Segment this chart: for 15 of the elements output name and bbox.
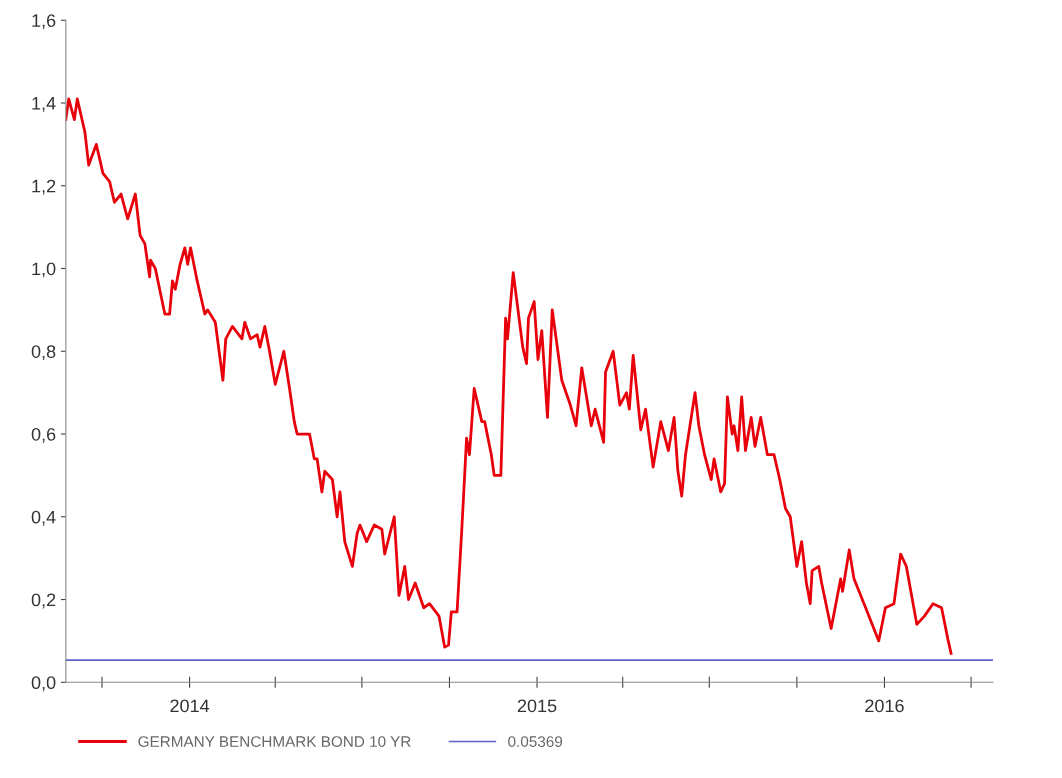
y-tick-label: 1,6	[32, 14, 56, 30]
y-tick-label: 0,2	[31, 593, 56, 609]
y-tick-label: 0,4	[31, 510, 56, 526]
legend-label: 0.05369	[508, 736, 563, 747]
y-tick-label: 1,4	[32, 97, 56, 112]
y-tick-label: 1,0	[32, 262, 56, 278]
y-tick-label: 1,2	[32, 179, 56, 195]
line-series	[65, 97, 953, 655]
y-tick-label: 0,6	[31, 427, 56, 443]
y-tick-label: 0,8	[31, 345, 56, 361]
x-tick-label: 2016	[865, 699, 904, 713]
y-tick-label: 0,0	[31, 676, 56, 692]
legend-label: GERMANY BENCHMARK BOND 10 YR	[138, 736, 411, 747]
x-tick-label: 2015	[517, 699, 557, 713]
x-tick-label: 2014	[170, 699, 210, 713]
